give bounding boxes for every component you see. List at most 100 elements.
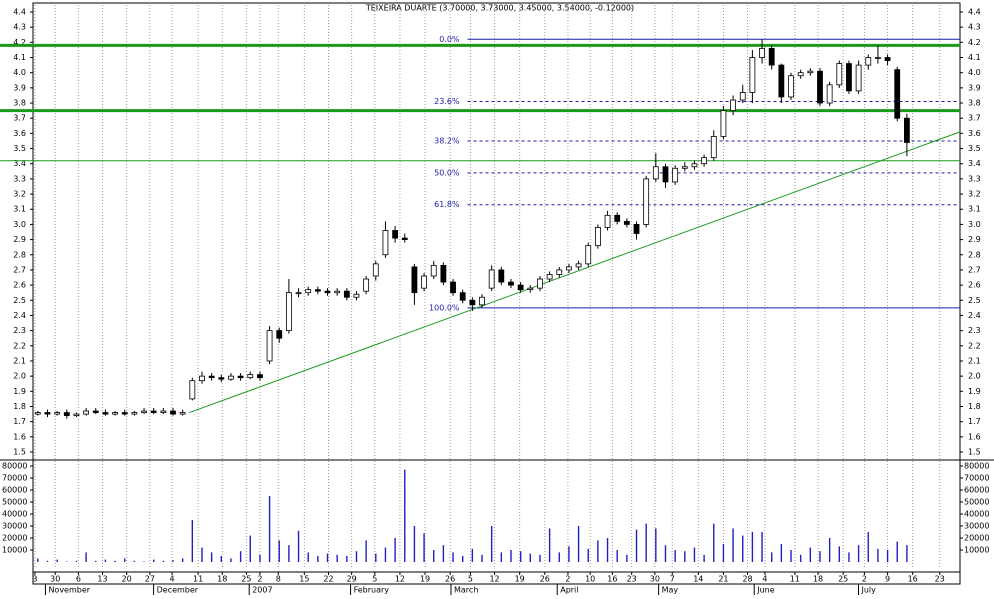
x-tick-label: 2 <box>257 575 262 584</box>
volume-bar <box>404 469 406 562</box>
y-tick-label: 4.4 <box>968 8 981 17</box>
y-tick-label: 3.1 <box>968 205 981 214</box>
candle-body <box>643 178 650 225</box>
volume-bar <box>249 535 251 562</box>
y-tick-label: 2.3 <box>13 326 26 335</box>
y-tick-label: 4.2 <box>968 38 981 47</box>
volume-bar <box>626 554 628 562</box>
y-tick-label: 3.6 <box>968 129 981 138</box>
volume-bar <box>326 553 329 562</box>
candle-body <box>314 289 321 292</box>
volume-bar <box>799 554 802 562</box>
volume-bar <box>597 540 599 562</box>
volume-bar <box>655 528 657 562</box>
volume-bar <box>355 551 358 562</box>
candle-body <box>324 290 331 294</box>
candle-body <box>228 375 234 380</box>
volume-bar <box>346 556 348 562</box>
y-tick-label: 3.8 <box>13 99 26 108</box>
candle-body <box>691 163 698 168</box>
volume-bar <box>877 548 879 562</box>
x-tick-label: 23 <box>935 575 945 584</box>
x-tick-label: 4 <box>170 575 175 584</box>
volume-tick-label: 20000 <box>964 534 989 543</box>
y-tick-label: 1.8 <box>968 402 981 411</box>
volume-bar <box>568 546 570 562</box>
candle-body <box>701 157 708 165</box>
volume-bar <box>220 556 222 562</box>
chart-title: TEIXEIRA DUARTE (3.70000, 3.73000, 3.450… <box>365 4 634 13</box>
x-tick-label: 22 <box>323 575 333 584</box>
fib-label: 23.6% <box>434 97 460 106</box>
x-tick-label: 18 <box>217 575 227 584</box>
volume-bar <box>239 551 242 562</box>
x-tick-label: 20 <box>122 575 132 584</box>
candle-body <box>257 374 263 379</box>
candle-body <box>440 264 447 283</box>
candle-body <box>817 70 823 104</box>
candle-body <box>836 63 843 86</box>
volume-bar <box>722 544 725 562</box>
x-tick-label: 2 <box>565 575 570 584</box>
volume-bar <box>664 545 667 562</box>
y-tick-label: 2.2 <box>13 341 26 350</box>
y-tick-label: 4.1 <box>13 53 26 62</box>
month-label: December <box>157 586 199 595</box>
candle-body <box>527 287 534 291</box>
candle-body <box>92 410 99 413</box>
volume-bar <box>790 550 792 562</box>
y-tick-label: 2.4 <box>968 311 981 320</box>
y-tick-label: 3.7 <box>13 114 26 123</box>
y-tick-label: 2.5 <box>13 296 26 305</box>
y-tick-label: 3.0 <box>968 220 981 229</box>
volume-bar <box>703 554 705 562</box>
volume-bar <box>66 561 68 562</box>
candle-body <box>54 412 61 415</box>
y-tick-label: 4.0 <box>13 68 26 77</box>
candle-body <box>112 412 118 415</box>
y-tick-label: 2.6 <box>968 281 981 290</box>
volume-bar <box>433 550 435 562</box>
candle-body <box>305 289 312 294</box>
volume-bar <box>539 554 541 562</box>
candle-body <box>546 274 553 280</box>
x-tick-label: 11 <box>193 575 203 584</box>
x-tick-label: 19 <box>515 575 525 584</box>
volume-bar <box>201 547 203 562</box>
y-tick-label: 3.4 <box>968 159 981 168</box>
candle-body <box>768 48 775 66</box>
y-tick-label: 2.1 <box>968 356 981 365</box>
volume-bar <box>181 558 184 562</box>
volume-bar <box>462 556 464 562</box>
candle-body <box>903 117 910 143</box>
y-tick-label: 3.9 <box>13 83 26 92</box>
candle-body <box>739 92 746 101</box>
candle-body <box>208 375 215 379</box>
y-tick-label: 1.9 <box>968 387 981 396</box>
x-tick-label: 9 <box>885 575 890 584</box>
volume-bar <box>37 558 39 562</box>
candle-body <box>855 64 862 92</box>
volume-bar <box>471 548 474 562</box>
candle-body <box>488 269 495 289</box>
y-tick-label: 2.0 <box>968 372 981 381</box>
y-tick-label: 3.2 <box>968 190 981 199</box>
volume-tick-label: 70000 <box>964 474 989 483</box>
candle-body <box>218 377 225 380</box>
candle-body <box>894 69 901 119</box>
volume-bar <box>317 556 319 562</box>
candle-body <box>121 412 128 415</box>
x-tick-label: 13 <box>97 575 107 584</box>
y-tick-label: 2.9 <box>13 235 26 244</box>
y-tick-label: 1.9 <box>13 387 26 396</box>
volume-bar <box>500 552 503 562</box>
volume-bar <box>210 552 213 562</box>
volume-bar <box>693 547 696 562</box>
candle-body <box>575 263 582 268</box>
candle-body <box>710 136 717 159</box>
candle-body <box>285 292 292 332</box>
x-tick-label: 18 <box>813 575 823 584</box>
month-label: May <box>662 586 679 595</box>
volume-bar <box>606 538 609 562</box>
candle-body <box>807 70 814 74</box>
